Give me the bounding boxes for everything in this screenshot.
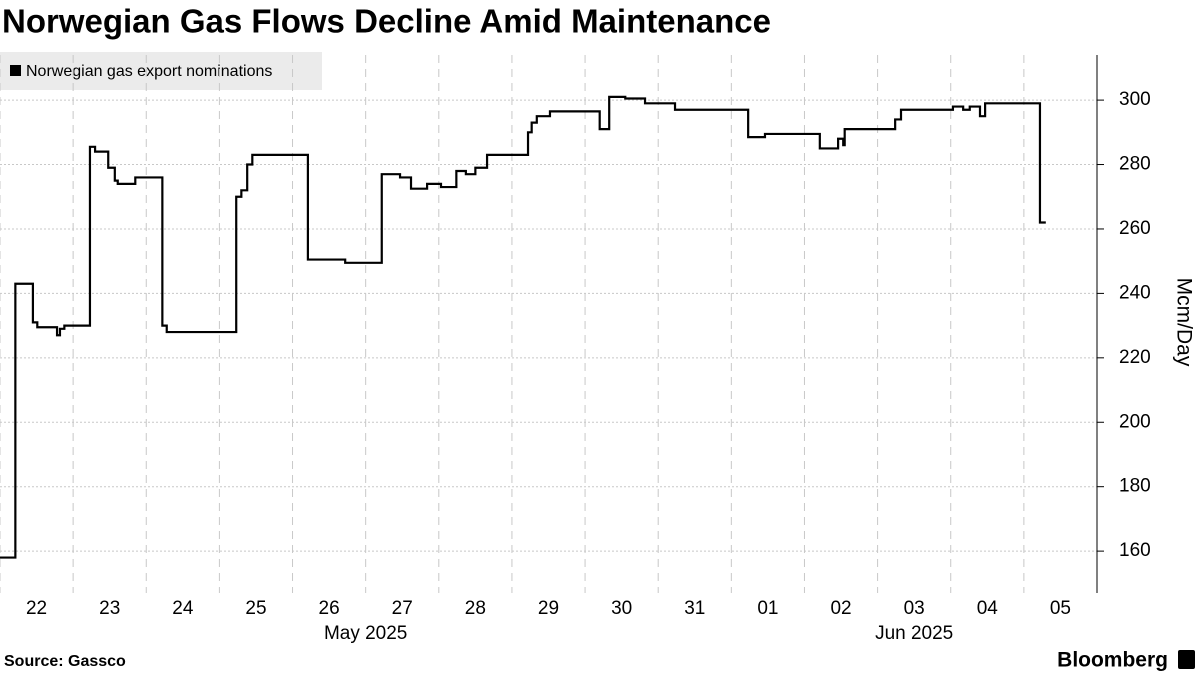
x-tick-label: 01	[757, 598, 778, 619]
y-tick-label: 300	[1119, 89, 1151, 110]
plot: 160 180 200 220 240 260 280 300 22 23 24 25 26 27 28 29…	[0, 55, 1151, 644]
x-tick-label: 23	[99, 598, 120, 619]
y-tick-label: 180	[1119, 476, 1151, 497]
brand-icon	[1178, 650, 1195, 669]
x-group-label: Jun 2025	[875, 623, 953, 644]
x-group-label: May 2025	[324, 623, 407, 644]
y-tick-label: 280	[1119, 154, 1151, 175]
x-tick-label: 03	[904, 598, 925, 619]
x-tick-label: 28	[465, 598, 486, 619]
chart-title: Norwegian Gas Flows Decline Amid Mainten…	[2, 3, 771, 40]
x-tick-label: 26	[319, 598, 340, 619]
x-tick-label: 31	[684, 598, 705, 619]
y-tick-label: 240	[1119, 282, 1151, 303]
legend-label: Norwegian gas export nominations	[26, 63, 272, 80]
x-tick-label: 30	[611, 598, 632, 619]
x-tick-label: 04	[977, 598, 999, 619]
x-tick-label: 25	[245, 598, 266, 619]
x-tick-label: 02	[830, 598, 851, 619]
y-tick-label: 200	[1119, 411, 1151, 432]
brand: Bloomberg	[1057, 649, 1168, 672]
x-tick-label: 27	[392, 598, 413, 619]
y-tick-label: 220	[1119, 347, 1151, 368]
legend-box	[0, 52, 322, 90]
x-tick-label: 05	[1050, 598, 1071, 619]
y-tick-label: 260	[1119, 218, 1151, 239]
series-line	[0, 95, 1046, 559]
y-tick-label: 160	[1119, 540, 1151, 561]
x-tick-label: 24	[172, 598, 194, 619]
x-tick-label: 22	[26, 598, 47, 619]
source: Source: Gassco	[4, 653, 126, 670]
x-tick-label: 29	[538, 598, 559, 619]
legend-swatch	[10, 65, 21, 76]
y-axis-label: Mcm/Day	[1172, 278, 1195, 367]
